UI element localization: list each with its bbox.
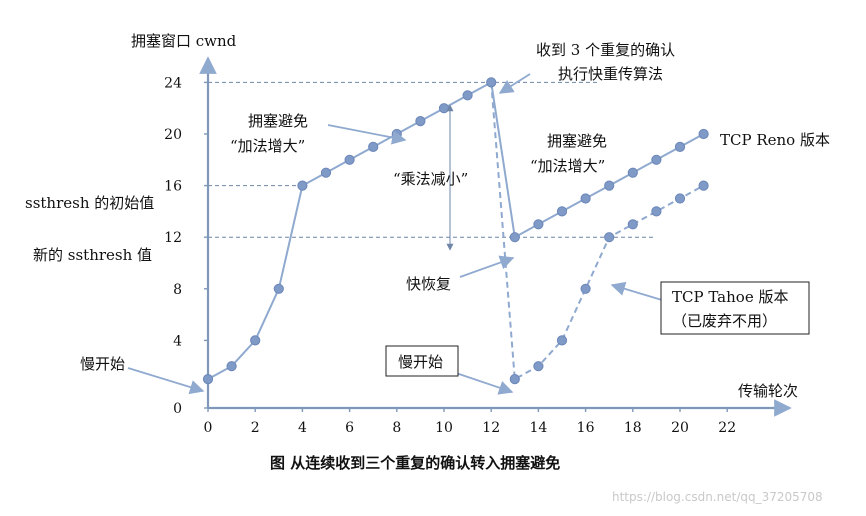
reno-point — [297, 180, 308, 191]
y-tick-label: 8 — [173, 282, 182, 298]
reno-point — [273, 283, 284, 294]
slow-start-left-label: 慢开始 — [80, 355, 125, 373]
x-tick-label: 8 — [392, 420, 401, 436]
y-axis-title: 拥塞窗口 cwnd — [131, 32, 237, 50]
x-tick-label: 10 — [435, 420, 453, 436]
ssthresh-new-label: 新的 ssthresh 值 — [33, 246, 152, 264]
y-tick-label: 4 — [173, 333, 182, 349]
reno-point — [438, 103, 450, 114]
x-tick-label: 6 — [345, 420, 354, 436]
y-tick-label: 12 — [164, 230, 182, 246]
reno-point — [486, 77, 497, 88]
tahoe-point — [604, 232, 615, 243]
y-tick-label: 20 — [164, 127, 182, 143]
reno-point — [226, 361, 237, 372]
x-tick-label: 2 — [251, 420, 260, 436]
reno-point — [344, 154, 355, 165]
three-dup-arrow — [498, 73, 531, 94]
reno-point — [250, 335, 261, 346]
reno-point — [320, 167, 332, 178]
tahoe-point — [580, 283, 591, 294]
slow-start-box-arrow — [455, 372, 514, 395]
dashed-guides — [208, 81, 655, 238]
caption: 图 从连续收到三个重复的确认转入拥塞避免 — [270, 454, 560, 472]
y-tick-label: 16 — [164, 179, 182, 195]
tahoe-point — [533, 361, 544, 372]
fast-recovery-label: 快恢复 — [406, 275, 451, 293]
reno-point — [556, 206, 568, 217]
reno-point — [415, 116, 426, 127]
x-tick-label: 16 — [577, 420, 595, 436]
tahoe-line1: TCP Tahoe 版本 — [672, 288, 788, 306]
series-layer — [202, 77, 709, 385]
ca1-line2: “加法增大” — [230, 137, 305, 155]
reno-point — [462, 90, 473, 101]
tahoe-box — [660, 281, 810, 335]
slow-start-box — [385, 345, 459, 377]
x-tick-label: 12 — [482, 420, 500, 436]
tahoe-point — [651, 206, 662, 217]
tahoe-arrow — [610, 281, 663, 301]
tahoe-point — [509, 374, 520, 385]
reno-point — [202, 374, 214, 385]
reno-point — [368, 141, 379, 152]
ssthresh-initial-label: ssthresh 的初始值 — [25, 194, 154, 212]
x-tick-label: 20 — [671, 420, 689, 436]
three-dup-line2: 执行快重传算法 — [558, 65, 663, 83]
slow-start-box-label: 慢开始 — [398, 353, 443, 371]
x-tick-label: 22 — [718, 420, 736, 436]
tahoe-series-line — [490, 82, 705, 381]
reno-point — [533, 219, 544, 230]
x-tick-label: 4 — [298, 420, 307, 436]
three-dup-line1: 收到 3 个重复的确认 — [536, 41, 675, 59]
slow-start-left-arrow — [127, 367, 205, 395]
reno-point — [604, 180, 615, 191]
ca2-line2: “加法增大” — [530, 157, 605, 175]
fast-recovery-arrow — [459, 255, 515, 278]
tahoe-line2: （已废弃不用） — [672, 312, 777, 330]
mult-decrease-label: “乘法减小” — [393, 170, 468, 188]
x-tick-label: 18 — [624, 420, 642, 436]
reno-point — [627, 167, 638, 178]
y-tick-label: 0 — [173, 401, 182, 417]
watermark: https://blog.csdn.net/qq_37205708 — [612, 490, 823, 504]
reno-series-line — [207, 80, 705, 380]
tahoe-point — [698, 180, 709, 191]
x-axis-title: 传输轮次 — [738, 382, 798, 400]
reno-label: TCP Reno 版本 — [720, 131, 830, 149]
axes — [199, 56, 792, 417]
y-tick-label: 24 — [164, 75, 182, 91]
reno-point — [698, 128, 709, 140]
reno-point — [651, 154, 662, 165]
ca2-line1: 拥塞避免 — [547, 132, 607, 150]
x-tick-label: 0 — [204, 420, 213, 436]
reno-point — [674, 141, 686, 152]
x-tick-label: 14 — [529, 420, 547, 436]
tahoe-point — [627, 219, 638, 230]
reno-point — [580, 193, 591, 204]
reno-point — [509, 232, 520, 243]
tahoe-point — [556, 335, 568, 346]
ca1-arrow — [327, 124, 407, 145]
ca1-line1: 拥塞避免 — [248, 112, 308, 130]
tahoe-point — [674, 193, 686, 204]
